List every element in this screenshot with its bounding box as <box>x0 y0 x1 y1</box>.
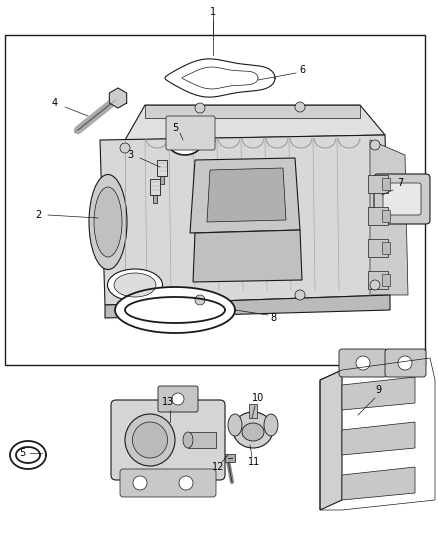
Polygon shape <box>370 140 408 295</box>
Text: 7: 7 <box>397 178 403 188</box>
Bar <box>5 35 425 365</box>
Ellipse shape <box>114 273 156 297</box>
Bar <box>160 176 164 184</box>
Polygon shape <box>100 135 390 305</box>
Bar <box>368 239 388 257</box>
Polygon shape <box>182 67 258 89</box>
Text: 8: 8 <box>270 313 276 323</box>
Bar <box>382 178 390 190</box>
Bar <box>188 432 216 448</box>
Circle shape <box>120 285 130 295</box>
Circle shape <box>295 102 305 112</box>
Polygon shape <box>115 287 235 333</box>
FancyBboxPatch shape <box>166 116 215 150</box>
Polygon shape <box>105 295 390 318</box>
Polygon shape <box>190 158 300 233</box>
FancyBboxPatch shape <box>111 400 225 480</box>
Ellipse shape <box>94 187 122 257</box>
Circle shape <box>195 295 205 305</box>
Bar <box>249 404 257 418</box>
Polygon shape <box>10 441 46 469</box>
Text: 1: 1 <box>210 7 216 17</box>
Polygon shape <box>168 129 202 155</box>
Bar <box>382 242 390 254</box>
Polygon shape <box>145 105 360 118</box>
Ellipse shape <box>89 174 127 270</box>
Circle shape <box>370 140 380 150</box>
Bar <box>225 454 235 462</box>
Bar <box>382 274 390 286</box>
FancyBboxPatch shape <box>158 386 198 412</box>
Polygon shape <box>125 105 385 140</box>
Polygon shape <box>342 422 415 455</box>
Text: 5: 5 <box>19 448 25 458</box>
Text: 6: 6 <box>299 65 305 75</box>
Bar <box>157 160 167 176</box>
Polygon shape <box>110 88 127 108</box>
Text: 2: 2 <box>35 210 41 220</box>
Polygon shape <box>320 370 342 510</box>
Circle shape <box>295 290 305 300</box>
Ellipse shape <box>183 432 193 448</box>
Text: 3: 3 <box>127 150 133 160</box>
Bar <box>368 175 388 193</box>
Bar <box>150 179 160 195</box>
FancyBboxPatch shape <box>374 174 430 224</box>
Bar <box>368 271 388 289</box>
Bar <box>382 210 390 222</box>
Bar <box>368 207 388 225</box>
Circle shape <box>370 280 380 290</box>
Text: 9: 9 <box>375 385 381 395</box>
Circle shape <box>195 103 205 113</box>
Polygon shape <box>342 467 415 500</box>
Polygon shape <box>165 59 275 97</box>
FancyBboxPatch shape <box>383 183 421 215</box>
Circle shape <box>356 356 370 370</box>
FancyBboxPatch shape <box>385 349 426 377</box>
Ellipse shape <box>233 412 273 448</box>
Polygon shape <box>193 230 302 282</box>
Ellipse shape <box>107 269 162 301</box>
Ellipse shape <box>228 414 242 436</box>
Text: 10: 10 <box>252 393 264 403</box>
Circle shape <box>120 143 130 153</box>
Ellipse shape <box>264 414 278 436</box>
Polygon shape <box>342 377 415 410</box>
Text: 5: 5 <box>172 123 178 133</box>
Ellipse shape <box>242 423 264 441</box>
Polygon shape <box>207 168 286 222</box>
Text: 13: 13 <box>162 397 174 407</box>
Ellipse shape <box>133 422 167 458</box>
FancyBboxPatch shape <box>120 469 216 497</box>
Circle shape <box>172 393 184 405</box>
FancyBboxPatch shape <box>339 349 387 377</box>
Circle shape <box>179 476 193 490</box>
Bar <box>153 195 157 203</box>
Circle shape <box>133 476 147 490</box>
Text: 4: 4 <box>52 98 58 108</box>
Text: 11: 11 <box>248 457 260 467</box>
Ellipse shape <box>125 414 175 466</box>
Circle shape <box>398 356 412 370</box>
Text: 12: 12 <box>212 462 224 472</box>
